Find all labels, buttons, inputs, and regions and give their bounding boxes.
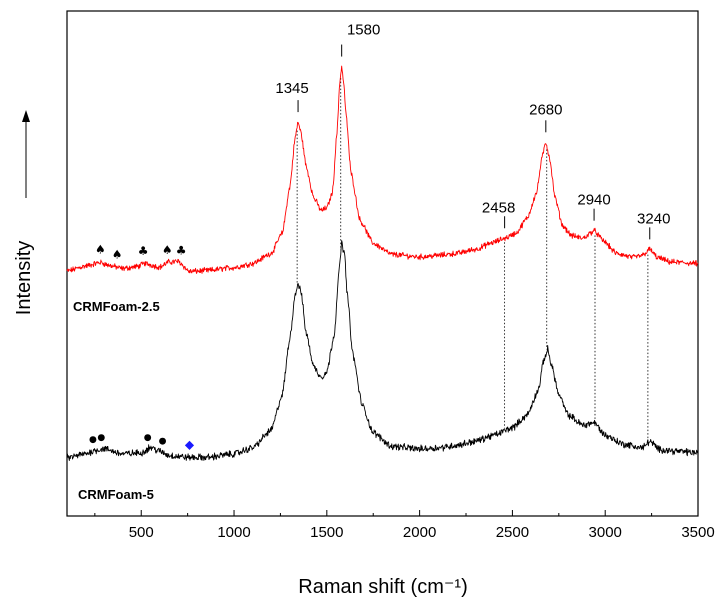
series-label-crmfoam-2-5: CRMFoam-2.5 (73, 299, 160, 314)
x-tick-label-500: 500 (129, 524, 154, 541)
x-tick-label-2500: 2500 (496, 524, 529, 541)
series-marker-1: ♠ (112, 247, 123, 261)
series-marker-0: ♠ (95, 242, 106, 256)
series-marker-3: ♠ (162, 243, 173, 257)
series-layer (66, 65, 699, 461)
x-axis: 500 1000 1500 2000 2500 3000 3500 (94, 510, 715, 541)
x-tick-label-3500: 3500 (681, 524, 714, 541)
dotted-guides (296, 78, 649, 441)
peak-annotations: 1345 1580 2680 2458 2940 3240 (275, 22, 670, 240)
x-tick-label-3000: 3000 (589, 524, 622, 541)
series-marker-5: ● (89, 435, 97, 445)
series-marker-2: ♣ (138, 244, 149, 258)
peak-label-2458: 2458 (482, 199, 515, 216)
x-tick-label-2000: 2000 (403, 524, 436, 541)
series-markers: ♠ ♠ ♣ ♠ ♣● ● ● ● ◆ (89, 242, 195, 451)
x-tick-label-1000: 1000 (217, 524, 250, 541)
peak-label-3240: 3240 (637, 210, 670, 227)
peak-label-1345: 1345 (275, 80, 308, 97)
series-label-crmfoam-5: CRMFoam-5 (78, 487, 154, 502)
series-line-crmfoam-2-5 (66, 65, 699, 274)
peak-label-2680: 2680 (529, 101, 562, 118)
x-axis-title: Raman shift (cm⁻¹) (298, 576, 467, 598)
y-axis-title: Intensity (13, 241, 35, 315)
series-marker-8: ● (159, 436, 167, 446)
series-marker-6: ● (97, 433, 105, 443)
peak-label-1580: 1580 (347, 22, 380, 39)
series-marker-9: ◆ (185, 437, 195, 451)
series-marker-7: ● (144, 433, 152, 443)
intensity-arrow-icon (22, 110, 30, 198)
peak-label-2940: 2940 (577, 192, 610, 209)
series-marker-4: ♣ (176, 244, 187, 258)
x-tick-label-1500: 1500 (310, 524, 343, 541)
series-line-crmfoam-5 (66, 240, 699, 461)
